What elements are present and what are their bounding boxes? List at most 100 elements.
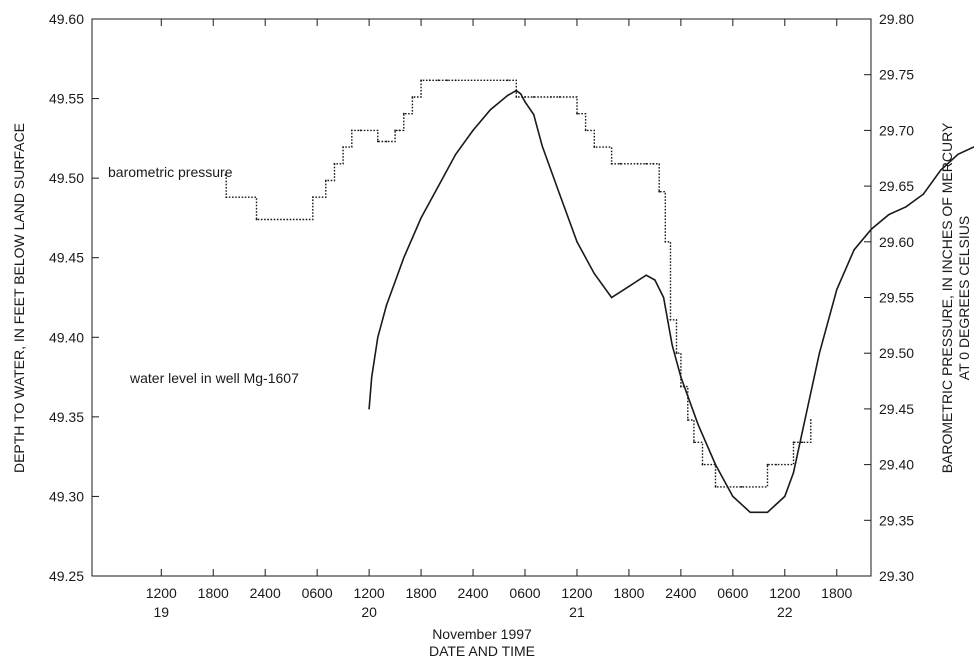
x-tick-label: 1200 <box>561 585 592 601</box>
barometric-pressure-point <box>766 463 769 466</box>
y-right-tick-label: 29.50 <box>879 345 914 361</box>
water-level-point <box>662 296 665 299</box>
barometric-pressure-point <box>792 441 795 444</box>
y-right-tick-label: 29.65 <box>879 178 914 194</box>
y-right-tick-label: 29.30 <box>879 568 914 584</box>
water-level-point <box>558 193 561 195</box>
barometric-pressure-point <box>437 79 440 82</box>
barometric-pressure-point <box>576 112 578 115</box>
water-level-point <box>870 228 873 230</box>
barometric-pressure-point <box>311 196 314 199</box>
barometric-pressure-point <box>636 162 639 165</box>
x-axis-title-line1: November 1997 <box>432 626 532 642</box>
water-level-point <box>697 424 699 426</box>
x-tick-label: 0600 <box>717 585 748 601</box>
barometric-pressure-point <box>652 162 655 165</box>
annotation-barometric-pressure: barometric pressure <box>108 164 233 180</box>
barometric-pressure-point <box>558 96 561 98</box>
x-day-label: 20 <box>361 604 377 620</box>
barometric-pressure-point <box>506 79 509 82</box>
y-left-tick-label: 49.60 <box>49 11 84 27</box>
water-level-point <box>524 101 526 103</box>
water-level-point <box>758 511 760 513</box>
y-right-tick-label: 29.35 <box>879 512 914 528</box>
y-left-tick-label: 49.55 <box>49 91 84 107</box>
x-tick-label: 0600 <box>302 585 333 601</box>
x-day-label: 19 <box>153 604 169 620</box>
water-level-point <box>922 193 925 195</box>
water-level-point <box>905 206 907 208</box>
water-level-point <box>437 185 440 187</box>
water-level-point <box>394 280 396 283</box>
x-tick-label: 1200 <box>354 585 385 601</box>
x-tick-labels: 1200 1800 2400 0600 1200 1800 2400 0600 1200 1800… <box>146 585 853 620</box>
y-right-tick-label: 29.45 <box>879 401 914 417</box>
water-level-point <box>610 296 613 299</box>
barometric-pressure-point <box>714 486 717 488</box>
x-axis-title-line2: DATE AND TIME <box>429 643 535 659</box>
water-level-point <box>888 214 890 216</box>
water-level-point <box>507 94 509 97</box>
water-level-point <box>853 249 855 251</box>
water-level-point <box>628 285 630 288</box>
barometric-pressure-point <box>645 162 648 165</box>
barometric-pressure-point <box>394 129 396 132</box>
barometric-pressure-point <box>610 162 613 165</box>
x-tick-label: 2400 <box>457 585 488 601</box>
water-level-point <box>645 274 647 276</box>
y-right-axis-title-line1: BAROMETRIC PRESSURE, IN INCHES OF MERCUR… <box>939 122 955 473</box>
barometric-pressure-point <box>446 79 448 82</box>
water-level-point <box>368 408 370 410</box>
barometric-pressure-point <box>584 129 587 132</box>
water-level-point <box>775 503 777 506</box>
barometric-pressure-point <box>740 486 743 488</box>
y-left-tick-label: 49.40 <box>49 329 84 345</box>
water-level-point <box>671 344 673 346</box>
water-level-point <box>667 320 669 323</box>
water-level-point <box>749 511 751 513</box>
barometric-pressure-point <box>350 129 353 132</box>
water-level-point <box>385 304 388 307</box>
water-level-point <box>520 93 522 95</box>
y-left-tick-label: 49.35 <box>49 409 84 425</box>
water-level-point <box>732 495 734 498</box>
x-day-label: 21 <box>569 604 585 620</box>
water-level-point <box>784 495 786 498</box>
barometric-pressure-point <box>593 146 596 149</box>
barometric-pressure-point <box>420 79 422 82</box>
barometric-pressure-point <box>428 79 431 82</box>
y-left-tick-label: 49.45 <box>49 250 84 266</box>
barometric-pressure-point <box>333 162 336 165</box>
barometric-pressure-point <box>524 96 526 98</box>
x-tick-label: 1800 <box>613 585 644 601</box>
x-tick-label: 1800 <box>821 585 852 601</box>
barometric-pressure-point <box>454 79 457 82</box>
barometric-pressure-point <box>680 385 682 388</box>
barometric-pressure-point <box>224 174 227 176</box>
water-level-point <box>541 145 543 147</box>
water-level-point <box>957 153 959 155</box>
water-level-point <box>940 169 942 171</box>
series-layer <box>224 79 974 514</box>
y-left-tick-labels: 49.60 49.55 49.50 49.45 49.40 49.35 49.30 49.25 <box>49 11 84 584</box>
barometric-pressure-point <box>701 463 704 466</box>
barometric-pressure-point <box>515 96 518 98</box>
barometric-pressure-point <box>359 129 362 132</box>
plot-frame <box>91 18 872 577</box>
x-tick-label: 1800 <box>198 585 229 601</box>
y-right-tick-label: 29.75 <box>879 67 914 83</box>
water-level-point <box>377 336 379 338</box>
barometric-pressure-point <box>801 441 803 444</box>
barometric-pressure-point <box>669 318 672 321</box>
water-level-point <box>836 288 838 291</box>
x-tick-label: 1200 <box>146 585 177 601</box>
barometric-pressure-point <box>402 112 405 115</box>
water-level-point <box>801 432 803 434</box>
y-right-tick-label: 29.40 <box>879 457 914 473</box>
x-day-label: 22 <box>777 604 793 620</box>
barometric-pressure-point <box>398 129 401 132</box>
water-level-point <box>472 129 474 132</box>
barometric-pressure-point <box>532 96 535 98</box>
water-level-point <box>489 109 492 111</box>
